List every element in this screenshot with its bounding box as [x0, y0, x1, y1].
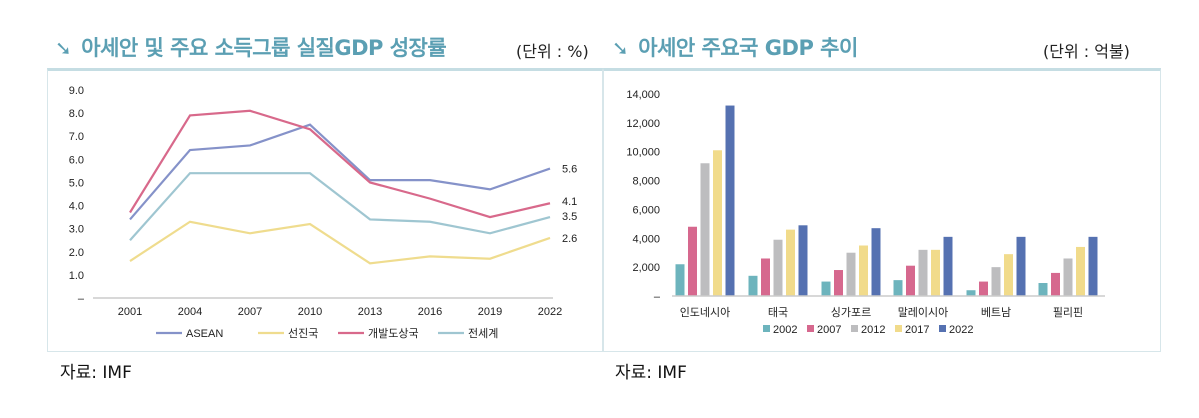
y-tick-label: 8.0: [69, 108, 84, 120]
legend-label: 2022: [949, 324, 973, 336]
x-tick-label: 2022: [538, 306, 562, 318]
x-tick-label: 2004: [178, 306, 202, 318]
x-tick-label: 2010: [298, 306, 322, 318]
bar-싱가포르-2012: [846, 252, 856, 296]
x-tick-label: 필리핀: [1053, 306, 1083, 319]
legend-swatch: [807, 325, 814, 332]
series-line-선진국: [129, 220, 551, 265]
legend-label: 2017: [905, 324, 929, 336]
x-tick-label: 태국: [768, 306, 788, 319]
bar-말레이시아-2017: [931, 249, 940, 296]
legend-label: 전세계: [468, 327, 498, 340]
y-tick-label: 2,000: [632, 262, 660, 274]
bar-필리핀-2007: [1051, 272, 1060, 296]
y-tick-label: 9.0: [69, 85, 84, 97]
bar-필리핀-2022: [1088, 236, 1098, 296]
bar-태국-2002: [748, 275, 758, 296]
left-chart-title: ➘ 아세안 및 주요 소득그룹 실질GDP 성장률: [55, 32, 447, 62]
arrow-down-right-icon: ➘: [55, 36, 72, 60]
right-unit: (단위 : 억불): [1043, 42, 1130, 61]
bar-베트남-2022: [1016, 236, 1026, 296]
bar-필리핀-2002: [1038, 283, 1048, 296]
legend-swatch: [939, 325, 946, 332]
y-tick-label: –: [654, 291, 661, 303]
bar-말레이시아-2007: [906, 265, 915, 296]
right-source: 자료: IMF: [615, 363, 687, 383]
legend-label: 개발도상국: [368, 327, 419, 340]
x-tick-label: 2019: [478, 306, 502, 318]
bar-말레이시아-2012: [918, 249, 928, 296]
bar-싱가포르-2007: [834, 270, 843, 296]
left-chart-panel: [47, 68, 603, 352]
left-source: 자료: IMF: [60, 363, 132, 383]
bar-싱가포르-2022: [871, 228, 881, 296]
legend-label: 2002: [773, 324, 797, 336]
left-title-text: 아세안 및 주요 소득그룹 실질GDP 성장률: [81, 36, 447, 60]
end-value-label: 5.6: [562, 164, 577, 176]
arrow-down-right-icon: ➘: [612, 36, 629, 60]
right-chart-title: ➘ 아세안 주요국 GDP 추이: [612, 32, 858, 62]
legend-label: 선진국: [288, 327, 318, 340]
line-chart: – 1.0 2.0 3.0 4.0 5.0 6.0 7.0 8.0 9.0 2001 2004 2007…: [69, 85, 578, 340]
legend-label: 2007: [817, 324, 841, 336]
end-value-label: 4.1: [562, 196, 577, 208]
x-tick-label: 베트남: [981, 306, 1011, 319]
right-chart-panel: [603, 68, 1161, 352]
bar-싱가포르-2017: [859, 245, 868, 296]
bar-베트남-2002: [966, 290, 976, 296]
bar-chart: – 2,000 4,000 6,000 8,000 10,000 12,000 14,000 인…: [626, 89, 1105, 336]
bar-태국-2012: [773, 239, 783, 296]
bar-말레이시아-2002: [893, 280, 903, 296]
bar-인도네시아-2022: [725, 105, 735, 296]
bar-인도네시아-2007: [688, 226, 697, 296]
bar-필리핀-2017: [1076, 246, 1085, 296]
series-line-개발도상국: [129, 109, 551, 219]
x-tick-label: 2013: [358, 306, 382, 318]
bar-베트남-2012: [991, 267, 1001, 296]
bar-태국-2017: [786, 229, 795, 296]
x-tick-label: 2001: [118, 306, 142, 318]
x-tick-label: 싱가포르: [831, 306, 871, 319]
y-tick-label: 2.0: [69, 247, 84, 259]
y-tick-label: 12,000: [626, 118, 660, 130]
x-tick-label: 말레이시아: [898, 306, 949, 319]
bar-필리핀-2012: [1063, 258, 1073, 296]
y-tick-label: 6,000: [632, 204, 660, 216]
end-value-label: 3.5: [562, 211, 577, 223]
bar-태국-2007: [761, 258, 770, 296]
y-tick-label: 6.0: [69, 154, 84, 166]
legend-label: 2012: [861, 324, 885, 336]
bar-인도네시아-2012: [700, 163, 710, 296]
x-tick-label: 2016: [418, 306, 442, 318]
y-tick-label: 5.0: [69, 177, 84, 189]
x-tick-label: 인도네시아: [680, 306, 731, 319]
y-tick-label: 4.0: [69, 201, 84, 213]
legend-swatch: [763, 325, 770, 332]
y-tick-label: –: [78, 293, 85, 305]
right-title-text: 아세안 주요국 GDP 추이: [638, 36, 858, 60]
series-line-ASEAN: [129, 123, 551, 221]
x-tick-label: 2007: [238, 306, 262, 318]
y-tick-label: 8,000: [632, 176, 660, 188]
left-unit: (단위 : %): [516, 42, 589, 61]
y-tick-label: 1.0: [69, 270, 84, 282]
legend-swatch: [851, 325, 858, 332]
bar-베트남-2017: [1004, 254, 1013, 296]
bar-인도네시아-2017: [713, 150, 722, 296]
series-line-전세계: [129, 172, 551, 241]
bar-인도네시아-2002: [675, 264, 685, 296]
y-tick-label: 3.0: [69, 224, 84, 236]
bar-태국-2022: [798, 225, 808, 296]
y-tick-label: 7.0: [69, 131, 84, 143]
y-tick-label: 14,000: [626, 89, 660, 101]
y-tick-label: 10,000: [626, 147, 660, 159]
end-value-label: 2.6: [562, 233, 577, 245]
bar-베트남-2007: [979, 281, 988, 296]
y-tick-label: 4,000: [632, 233, 660, 245]
bar-싱가포르-2002: [821, 281, 831, 296]
bar-말레이시아-2022: [943, 236, 953, 296]
legend-swatch: [895, 325, 902, 332]
legend-label: ASEAN: [186, 328, 223, 340]
